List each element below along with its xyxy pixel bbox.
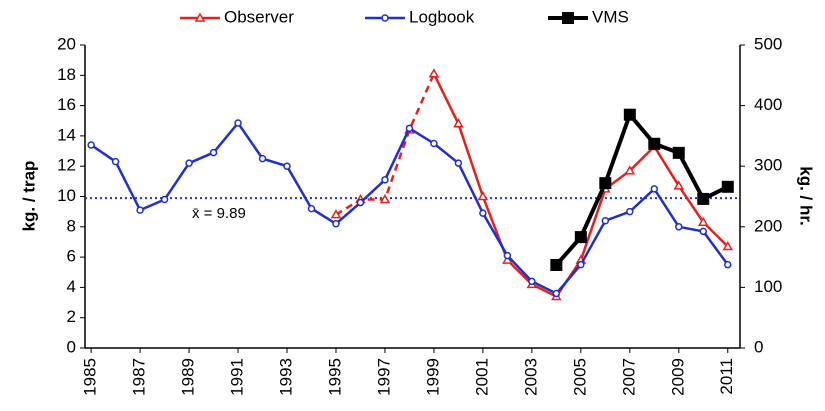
point <box>699 227 708 236</box>
y-tick-label: 4 <box>67 277 76 296</box>
point <box>574 231 587 244</box>
point <box>209 148 218 157</box>
y-tick-label: 18 <box>57 65 76 84</box>
legend-marker <box>562 12 574 24</box>
x-tick-label: 1995 <box>325 358 344 396</box>
y-tick-label: 20 <box>57 34 76 53</box>
point <box>601 216 610 225</box>
point <box>160 195 169 204</box>
point <box>550 258 563 271</box>
point <box>381 176 389 184</box>
y-tick-label: 0 <box>67 337 76 356</box>
series-line <box>90 120 729 296</box>
point <box>675 223 683 231</box>
series-line <box>554 110 729 267</box>
y-tick-label: 8 <box>67 216 76 235</box>
point <box>379 194 391 204</box>
x-tick-label: 2005 <box>570 358 589 396</box>
point <box>430 139 438 148</box>
y2-tick-label: 200 <box>754 216 782 235</box>
y2-tick-label: 0 <box>754 337 763 356</box>
point <box>307 204 316 213</box>
point <box>111 157 120 166</box>
point <box>697 216 709 227</box>
y2-axis-label: kg. / hr. <box>797 166 816 226</box>
point <box>87 141 95 149</box>
point <box>454 159 463 167</box>
y-tick-label: 2 <box>67 307 76 326</box>
y-axis-label: kg. / trap <box>19 161 38 232</box>
point <box>234 119 242 127</box>
y-tick-label: 14 <box>57 125 76 144</box>
point <box>623 108 636 121</box>
point <box>405 124 414 133</box>
point <box>624 165 636 175</box>
y-tick-label: 6 <box>67 247 76 266</box>
point <box>330 209 342 219</box>
x-tick-label: 1991 <box>228 358 247 396</box>
x-tick-label: 1985 <box>81 358 100 396</box>
point <box>577 260 585 269</box>
legend-label: Logbook <box>409 7 475 26</box>
y2-tick-label: 400 <box>754 95 782 114</box>
point <box>503 251 512 260</box>
legend-marker <box>381 14 389 22</box>
point <box>650 185 659 193</box>
point <box>453 118 464 128</box>
point <box>552 289 561 298</box>
point <box>185 159 193 167</box>
point <box>479 209 487 217</box>
y2-tick-label: 500 <box>754 34 782 53</box>
legend-label: VMS <box>592 7 629 26</box>
point <box>721 180 734 193</box>
x-tick-label: 2001 <box>472 358 491 396</box>
point <box>502 254 513 264</box>
y2-tick-label: 300 <box>754 156 782 175</box>
point <box>673 180 685 190</box>
x-tick-label: 2007 <box>619 358 638 396</box>
mean-label: x̄ = 9.89 <box>192 205 246 222</box>
point <box>477 190 489 201</box>
point <box>528 277 536 286</box>
x-tick-label: 1999 <box>423 358 442 396</box>
x-tick-label: 1997 <box>374 358 393 396</box>
x-tick-label: 2003 <box>521 358 540 396</box>
x-tick-label: 1987 <box>130 358 149 396</box>
y2-tick-label: 100 <box>754 277 782 296</box>
point <box>724 260 732 269</box>
point <box>599 177 612 190</box>
y-tick-label: 12 <box>57 156 76 175</box>
point <box>722 240 734 251</box>
point <box>626 207 634 216</box>
point <box>672 146 685 159</box>
point <box>428 68 440 78</box>
point <box>332 220 340 228</box>
y-tick-label: 10 <box>57 186 76 205</box>
point <box>697 192 710 205</box>
y-tick-label: 16 <box>57 95 76 114</box>
x-tick-label: 2011 <box>717 358 736 395</box>
x-tick-label: 2009 <box>668 358 687 396</box>
point <box>356 198 365 207</box>
series-line <box>335 73 436 216</box>
point <box>136 206 144 214</box>
x-tick-label: 1993 <box>276 358 295 396</box>
point <box>283 162 291 170</box>
legend-marker <box>194 12 206 22</box>
point <box>648 137 661 150</box>
x-tick-label: 1989 <box>179 358 198 396</box>
point <box>258 154 267 163</box>
legend-label: Observer <box>224 7 294 26</box>
